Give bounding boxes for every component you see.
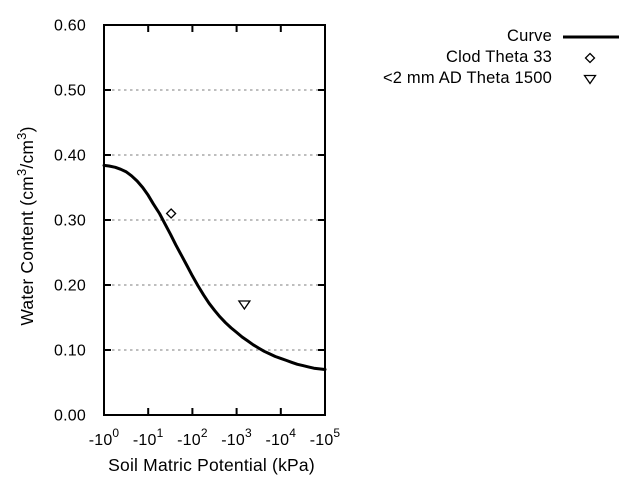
y-tick-label: 0.60 [54,18,86,35]
x-axis-title: Soil Matric Potential (kPa) [108,455,315,475]
y-tick-label: 0.50 [54,83,86,100]
diamond-open-icon [562,51,620,65]
x-tick-label: -104 [265,426,296,449]
legend: Curve Clod Theta 33 <2 mm AD Theta 1500 [383,26,620,89]
legend-label-ad-theta-1500: <2 mm AD Theta 1500 [382,69,552,87]
y-axis-title: Water Content (cm3/cm3) [14,126,37,325]
svg-text:Water Content (cm3/cm3): Water Content (cm3/cm3) [14,126,37,325]
clod-theta-33-marker [165,208,177,219]
curve-line-icon [562,30,620,44]
y-tick-label: 0.10 [54,343,86,360]
x-tick-label: -102 [177,426,208,449]
x-tick-label: -105 [310,426,341,449]
x-tick-label: -101 [133,426,164,449]
legend-label-curve: Curve [506,27,552,45]
x-tick-label: -103 [221,426,252,449]
triangle-down-open-icon [562,72,620,86]
legend-item-clod-theta-33: Clod Theta 33 [383,47,620,68]
legend-label-clod-theta-33: Clod Theta 33 [446,48,552,66]
ad-theta-1500-marker [237,300,252,311]
y-tick-label: 0.40 [54,148,86,165]
y-tick-label: 0.30 [54,213,86,230]
y-tick-label: 0.20 [54,278,86,295]
x-tick-label: -100 [89,426,120,449]
y-tick-label: 0.00 [54,408,86,425]
retention-curve-line [102,163,327,371]
legend-item-ad-theta-1500: <2 mm AD Theta 1500 [383,68,620,89]
legend-item-curve: Curve [383,26,620,47]
